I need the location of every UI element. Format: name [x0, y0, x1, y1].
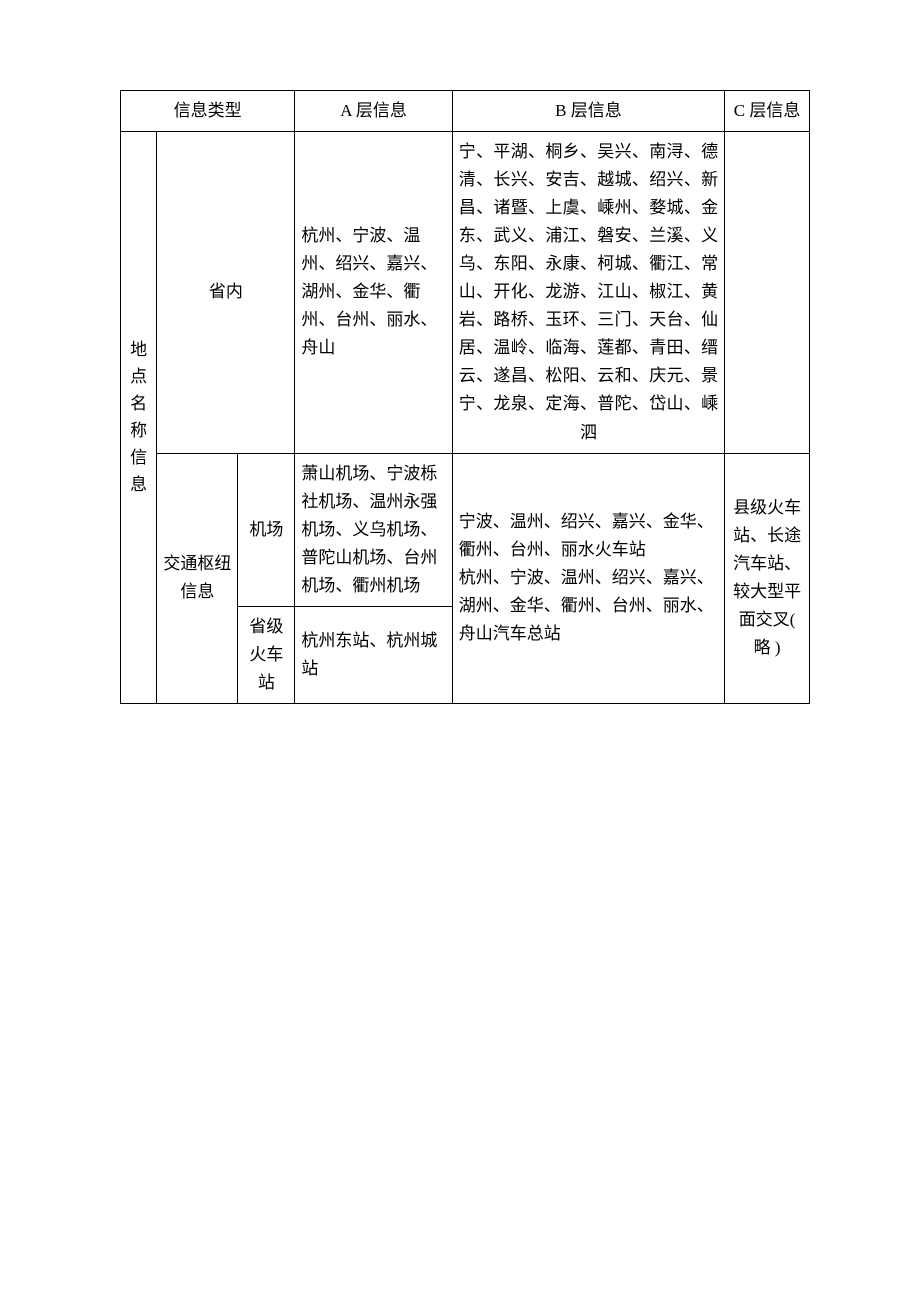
cell-sub-airport: 机场 — [238, 453, 295, 606]
header-layer-a: A 层信息 — [295, 91, 452, 132]
cell-sub-rail: 省级火车站 — [238, 606, 295, 703]
cell-a-province: 杭州、宁波、温州、绍兴、嘉兴、湖州、金华、衢州、台州、丽水、舟山 — [295, 132, 452, 454]
table-header-row: 信息类型 A 层信息 B 层信息 C 层信息 — [121, 91, 810, 132]
cell-a-rail: 杭州东站、杭州城站 — [295, 606, 452, 703]
cell-c-province — [725, 132, 810, 454]
header-layer-c: C 层信息 — [725, 91, 810, 132]
cell-group-transport: 交通枢纽信息 — [157, 453, 238, 703]
page: 信息类型 A 层信息 B 层信息 C 层信息 地点名称信息 省内 杭州、宁波、温… — [0, 0, 920, 704]
cell-b-province: 宁、平湖、桐乡、吴兴、南浔、德清、长兴、安吉、越城、绍兴、新昌、诸暨、上虞、嵊州… — [452, 132, 724, 454]
header-layer-b: B 层信息 — [452, 91, 724, 132]
cell-c-transport: 县级火车站、长途汽车站、较大型平面交叉( 略 ) — [725, 453, 810, 703]
table-row: 交通枢纽信息 机场 萧山机场、宁波栎社机场、温州永强机场、义乌机场、普陀山机场、… — [121, 453, 810, 606]
cell-a-airport: 萧山机场、宁波栎社机场、温州永强机场、义乌机场、普陀山机场、台州机场、衢州机场 — [295, 453, 452, 606]
label-category: 地点名称信息 — [129, 336, 148, 499]
cell-b-transport: 宁波、温州、绍兴、嘉兴、金华、衢州、台州、丽水火车站 杭州、宁波、温州、绍兴、嘉… — [452, 453, 724, 703]
cell-category-vertical: 地点名称信息 — [121, 132, 157, 704]
info-table: 信息类型 A 层信息 B 层信息 C 层信息 地点名称信息 省内 杭州、宁波、温… — [120, 90, 810, 704]
cell-sub-province: 省内 — [157, 132, 295, 454]
header-info-type: 信息类型 — [121, 91, 295, 132]
table-row: 地点名称信息 省内 杭州、宁波、温州、绍兴、嘉兴、湖州、金华、衢州、台州、丽水、… — [121, 132, 810, 454]
